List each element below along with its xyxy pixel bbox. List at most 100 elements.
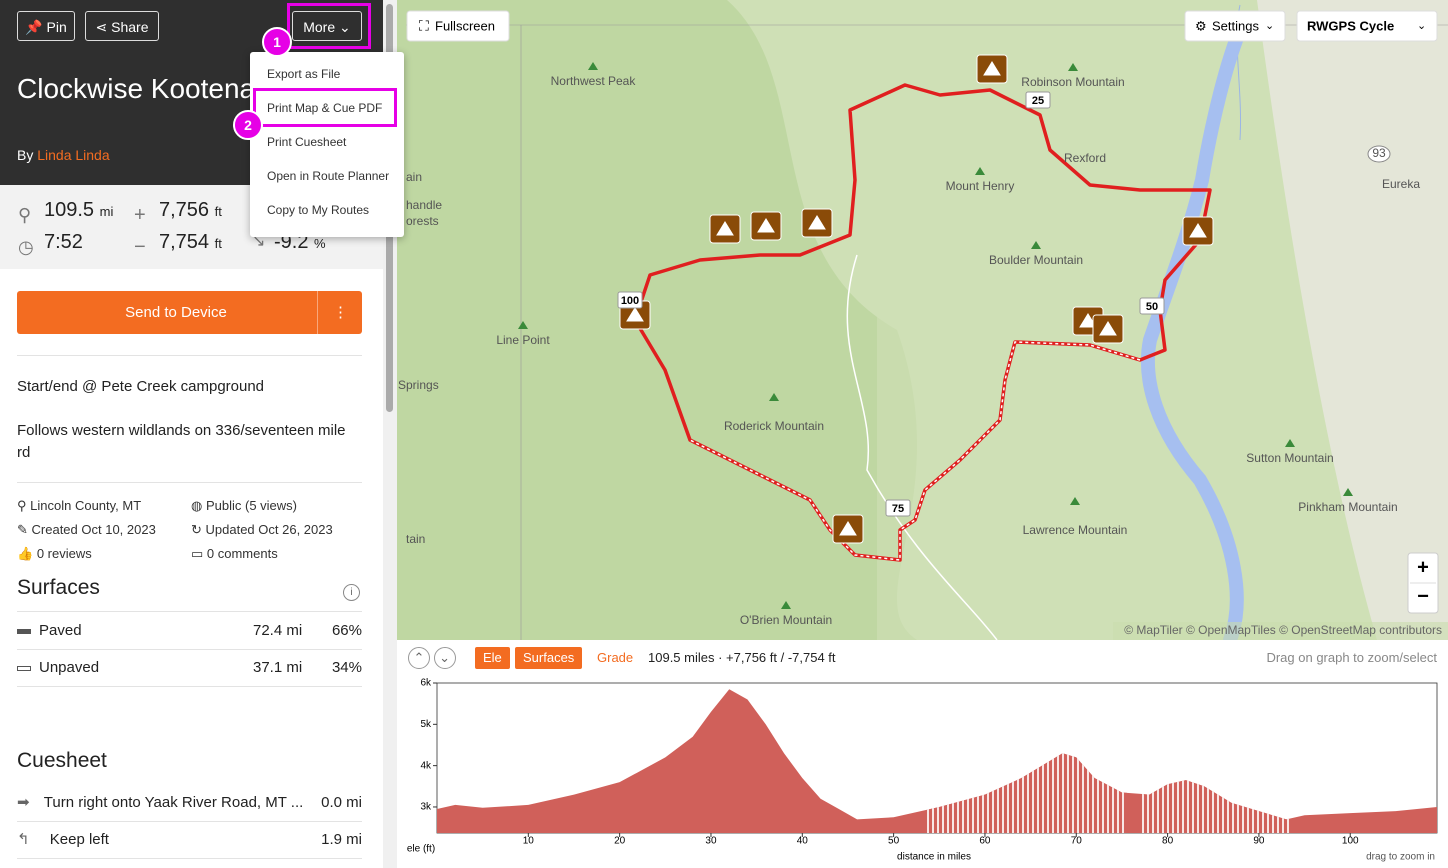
comments[interactable]: 0 comments: [206, 546, 278, 561]
y-tick-label: 5k: [420, 719, 432, 730]
peak-icon: [975, 167, 985, 175]
section-title: Surfaces: [17, 576, 100, 599]
fullscreen-button[interactable]: ⛶ Fullscreen: [406, 10, 510, 42]
surface: Paved: [39, 622, 82, 639]
elevation-chart[interactable]: 3k 4k 5k 6k 10 20 30 40 50 60 70 80 90 100 ele (ft) dis…: [397, 676, 1448, 868]
peak-icon: [1285, 439, 1295, 447]
attribution: © MapTiler © OpenMapTiles © OpenStreetMa…: [1124, 623, 1442, 637]
peak-icon: [588, 62, 598, 70]
label: Pin: [46, 19, 67, 35]
place-label: Robinson Mountain: [1021, 75, 1124, 89]
send-to-device[interactable]: Send to Device ⋮: [17, 291, 362, 334]
stat: 109.5 mi: [44, 199, 113, 222]
poi-icon: [1099, 321, 1117, 336]
created: Created Oct 10, 2023: [31, 522, 156, 537]
value: 7,754: [159, 231, 210, 253]
cue-row[interactable]: ➡ Turn right onto Yaak River Road, MT ..…: [17, 785, 362, 822]
x-tick-label: 10: [523, 836, 535, 847]
menu-item[interactable]: Copy to My Routes: [267, 203, 370, 217]
zoom-in[interactable]: +: [1407, 552, 1439, 614]
x-tick-label: 60: [979, 836, 991, 847]
layer-select[interactable]: RWGPS Cycle ⌄: [1296, 10, 1438, 42]
updated: Updated Oct 26, 2023: [205, 522, 333, 537]
info-icon[interactable]: i: [343, 584, 360, 601]
location: Lincoln County, MT: [30, 498, 142, 513]
label: Send to Device: [125, 304, 227, 321]
place-label: Sutton Mountain: [1246, 451, 1333, 465]
menu-item[interactable]: Print Cuesheet: [267, 135, 347, 149]
percent: 66%: [331, 622, 362, 639]
x-axis-label: distance in miles: [897, 852, 971, 863]
settings-button[interactable]: ⚙ Settings ⌄: [1184, 10, 1286, 42]
mile-marker: [1139, 297, 1165, 315]
stat: 7:52: [44, 231, 83, 254]
map[interactable]: ⛶ Fullscreen ⚙ Settings ⌄ RWGPS Cycle ⌄ + − …: [397, 0, 1448, 640]
meta: ▭ 0 comments: [191, 546, 278, 561]
unit: %: [314, 236, 326, 251]
poi-icon: [808, 215, 826, 230]
icons: + −: [134, 204, 146, 258]
divider: [17, 482, 362, 483]
unpaved-overlay: [1142, 689, 1289, 833]
poi-icon: [1079, 313, 1097, 328]
menu-item[interactable]: Export as File: [267, 67, 341, 81]
label: Settings: [1212, 18, 1259, 33]
menu-item[interactable]: Print Map & Cue PDF: [267, 101, 383, 115]
more-button[interactable]: More ⌄: [292, 11, 362, 41]
label: +: [1417, 556, 1429, 578]
meta: ⚲ Lincoln County, MT: [17, 498, 142, 513]
peak-icon: [1068, 63, 1078, 71]
x-tick-label: 30: [705, 836, 717, 847]
value: 109.5: [44, 199, 95, 221]
divider: [17, 355, 362, 356]
cue: Keep left: [49, 831, 109, 848]
tab[interactable]: Ele: [475, 647, 510, 669]
highlight-box: [253, 88, 397, 127]
by: By: [17, 147, 34, 163]
place-label: tain: [406, 532, 425, 546]
reviews[interactable]: 0 reviews: [36, 546, 92, 561]
place-label: Springs: [398, 378, 439, 392]
place-label: Rexford: [1064, 151, 1106, 165]
collapse-buttons[interactable]: ⌃ ⌄: [408, 647, 456, 669]
svg-text:⛶: ⛶: [419, 18, 429, 34]
pin-button[interactable]: 📌 Pin: [17, 11, 75, 41]
icons: ⚲ ◷: [18, 205, 34, 257]
section-title: Cuesheet: [17, 749, 107, 772]
place-label: Northwest Peak: [551, 74, 637, 88]
share-button[interactable]: ⋖ Share: [85, 11, 159, 41]
place-label: ain: [406, 170, 422, 184]
poi-icon: [626, 307, 644, 322]
place-label: Roderick Mountain: [724, 419, 824, 433]
unit: ft: [214, 236, 222, 251]
peak-icon: [1070, 497, 1080, 505]
poi-icon: [983, 61, 1001, 76]
summary: 109.5 miles · +7,756 ft / -7,754 ft: [648, 650, 836, 665]
tab[interactable]: Grade: [597, 650, 634, 665]
place-label: Lawrence Mountain: [1023, 523, 1128, 537]
tab[interactable]: Surfaces: [515, 647, 583, 669]
svg-text:⚙: ⚙: [1195, 18, 1207, 33]
menu-item[interactable]: Open in Route Planner: [267, 169, 390, 183]
surface-row: Paved 72.4 mi 66%: [17, 611, 362, 650]
mile-marker-label: 100: [621, 295, 639, 307]
meta: ◍ Public (5 views): [191, 498, 297, 513]
distance: 72.4 mi: [253, 622, 303, 639]
mile-marker: [1025, 91, 1051, 109]
peak-icon: [518, 321, 528, 329]
menu-dots[interactable]: ⋮: [317, 291, 363, 334]
author-link[interactable]: Linda Linda: [37, 147, 110, 163]
mile-marker-label: 50: [1146, 301, 1158, 313]
x-tick-label: 40: [797, 836, 809, 847]
peak-icon: [1343, 488, 1353, 496]
label: RWGPS Cycle: [1307, 18, 1394, 33]
cue-row[interactable]: ↰ Keep left 1.9 mi: [17, 822, 362, 859]
peak-icon: [1031, 241, 1041, 249]
y-tick-label: 6k: [420, 678, 432, 689]
unit: ft: [214, 204, 222, 219]
x-tick-label: 20: [614, 836, 626, 847]
value: 7:52: [44, 231, 83, 253]
zoom-out[interactable]: −: [1417, 585, 1429, 607]
label: More: [303, 19, 336, 35]
